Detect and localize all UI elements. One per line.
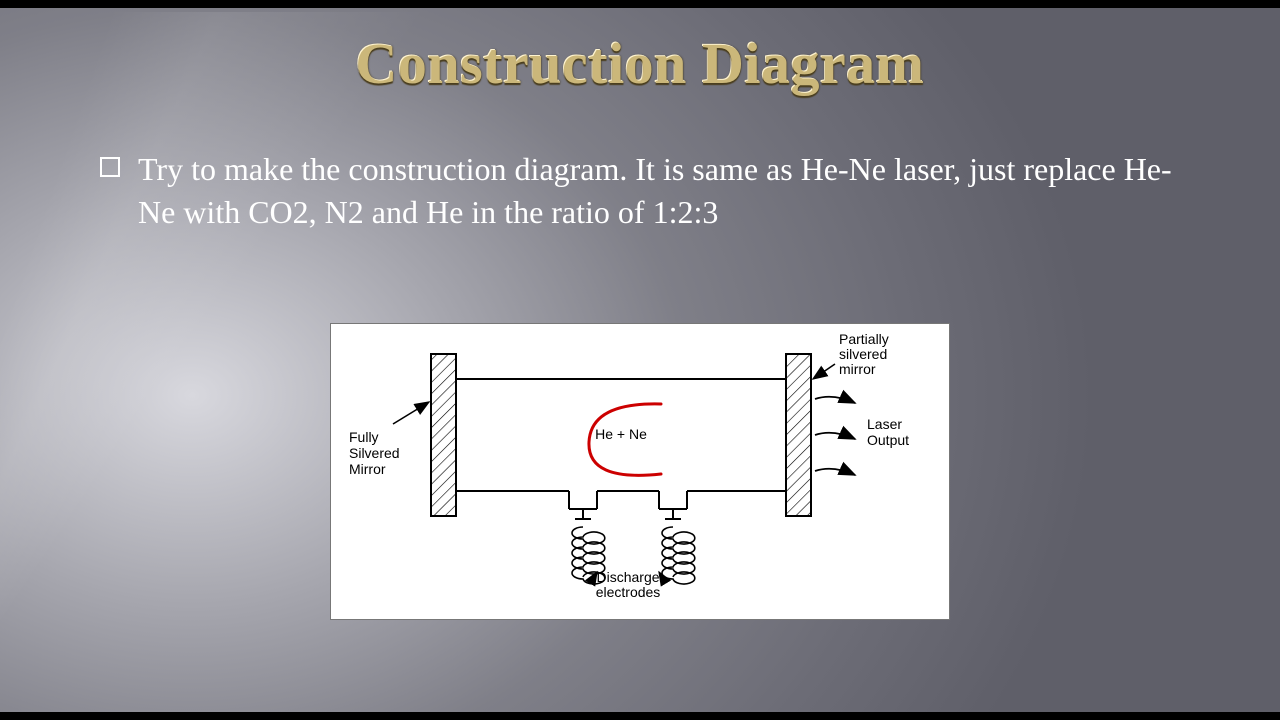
bullet-marker	[100, 157, 120, 177]
svg-text:Discharge: Discharge	[596, 569, 659, 585]
svg-text:He + Ne: He + Ne	[595, 426, 647, 442]
svg-text:Laser: Laser	[867, 416, 902, 432]
svg-text:Mirror: Mirror	[349, 461, 386, 477]
svg-text:Silvered: Silvered	[349, 445, 400, 461]
laser-diagram: He + Ne FullySilveredMirror Partiallysilve…	[330, 323, 950, 620]
svg-text:mirror: mirror	[839, 361, 876, 377]
slide: Construction Diagram Try to make the con…	[0, 0, 1280, 720]
svg-text:silvered: silvered	[839, 346, 887, 362]
slide-body: Try to make the construction diagram. It…	[100, 148, 1190, 234]
bullet-item: Try to make the construction diagram. It…	[100, 148, 1190, 234]
svg-text:Output: Output	[867, 432, 909, 448]
slide-title: Construction Diagram	[0, 30, 1280, 97]
diagram-svg: He + Ne FullySilveredMirror Partiallysilve…	[331, 324, 949, 619]
svg-text:Fully: Fully	[349, 429, 379, 445]
svg-text:electrodes: electrodes	[596, 584, 661, 600]
svg-text:Partially: Partially	[839, 331, 889, 347]
bullet-text: Try to make the construction diagram. It…	[138, 148, 1190, 234]
